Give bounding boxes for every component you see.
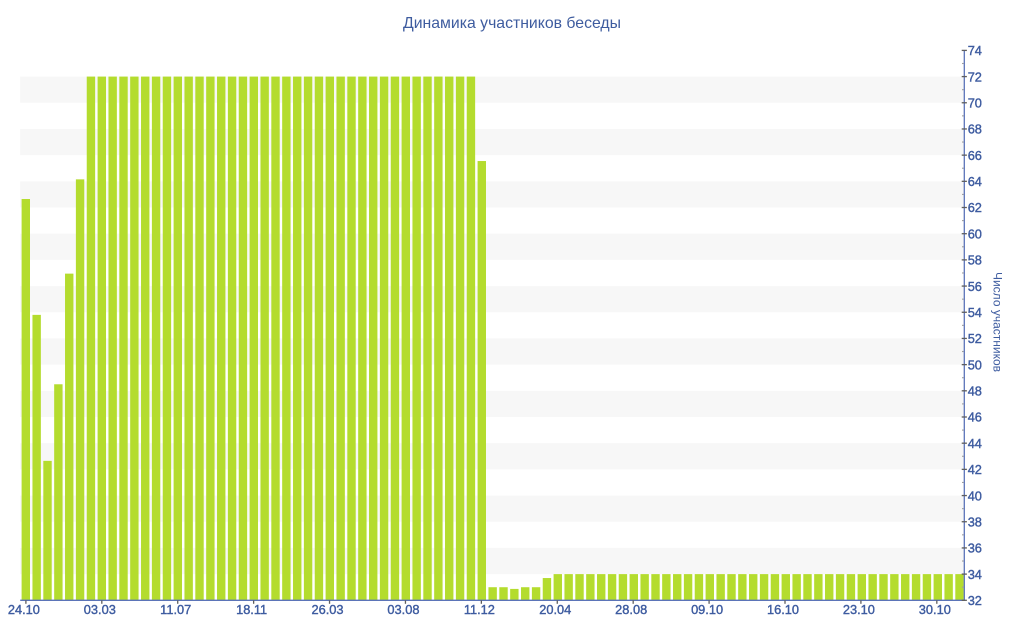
svg-text:58: 58 bbox=[968, 253, 982, 268]
svg-text:44: 44 bbox=[968, 436, 982, 451]
svg-text:68: 68 bbox=[968, 122, 982, 137]
svg-text:03.08: 03.08 bbox=[387, 602, 419, 617]
svg-text:70: 70 bbox=[968, 95, 982, 110]
svg-text:09.10: 09.10 bbox=[691, 602, 723, 617]
svg-text:Число участников: Число участников bbox=[990, 272, 1004, 372]
svg-text:42: 42 bbox=[968, 462, 982, 477]
svg-text:64: 64 bbox=[968, 174, 982, 189]
svg-text:20.04: 20.04 bbox=[539, 602, 571, 617]
svg-text:34: 34 bbox=[968, 567, 982, 582]
svg-text:11.12: 11.12 bbox=[464, 602, 495, 617]
svg-text:62: 62 bbox=[968, 200, 982, 215]
svg-text:40: 40 bbox=[968, 488, 982, 503]
svg-text:36: 36 bbox=[968, 541, 982, 556]
svg-text:38: 38 bbox=[968, 514, 982, 529]
svg-text:46: 46 bbox=[968, 410, 982, 425]
svg-text:18.11: 18.11 bbox=[236, 602, 267, 617]
svg-text:72: 72 bbox=[968, 69, 982, 84]
svg-text:50: 50 bbox=[968, 357, 982, 372]
svg-text:30.10: 30.10 bbox=[919, 602, 951, 617]
svg-text:16.10: 16.10 bbox=[767, 602, 799, 617]
svg-text:66: 66 bbox=[968, 148, 982, 163]
svg-text:24.10: 24.10 bbox=[8, 602, 40, 617]
svg-text:03.03: 03.03 bbox=[84, 602, 116, 617]
svg-text:56: 56 bbox=[968, 279, 982, 294]
svg-text:11.07: 11.07 bbox=[160, 602, 191, 617]
svg-text:48: 48 bbox=[968, 384, 982, 399]
svg-text:32: 32 bbox=[968, 593, 982, 608]
svg-text:60: 60 bbox=[968, 226, 982, 241]
svg-text:74: 74 bbox=[968, 43, 982, 58]
svg-text:23.10: 23.10 bbox=[843, 602, 875, 617]
svg-text:28.08: 28.08 bbox=[615, 602, 647, 617]
svg-text:54: 54 bbox=[968, 305, 982, 320]
svg-text:52: 52 bbox=[968, 331, 982, 346]
svg-text:26.03: 26.03 bbox=[312, 602, 344, 617]
svg-text:Динамика участников беседы: Динамика участников беседы bbox=[403, 15, 621, 32]
